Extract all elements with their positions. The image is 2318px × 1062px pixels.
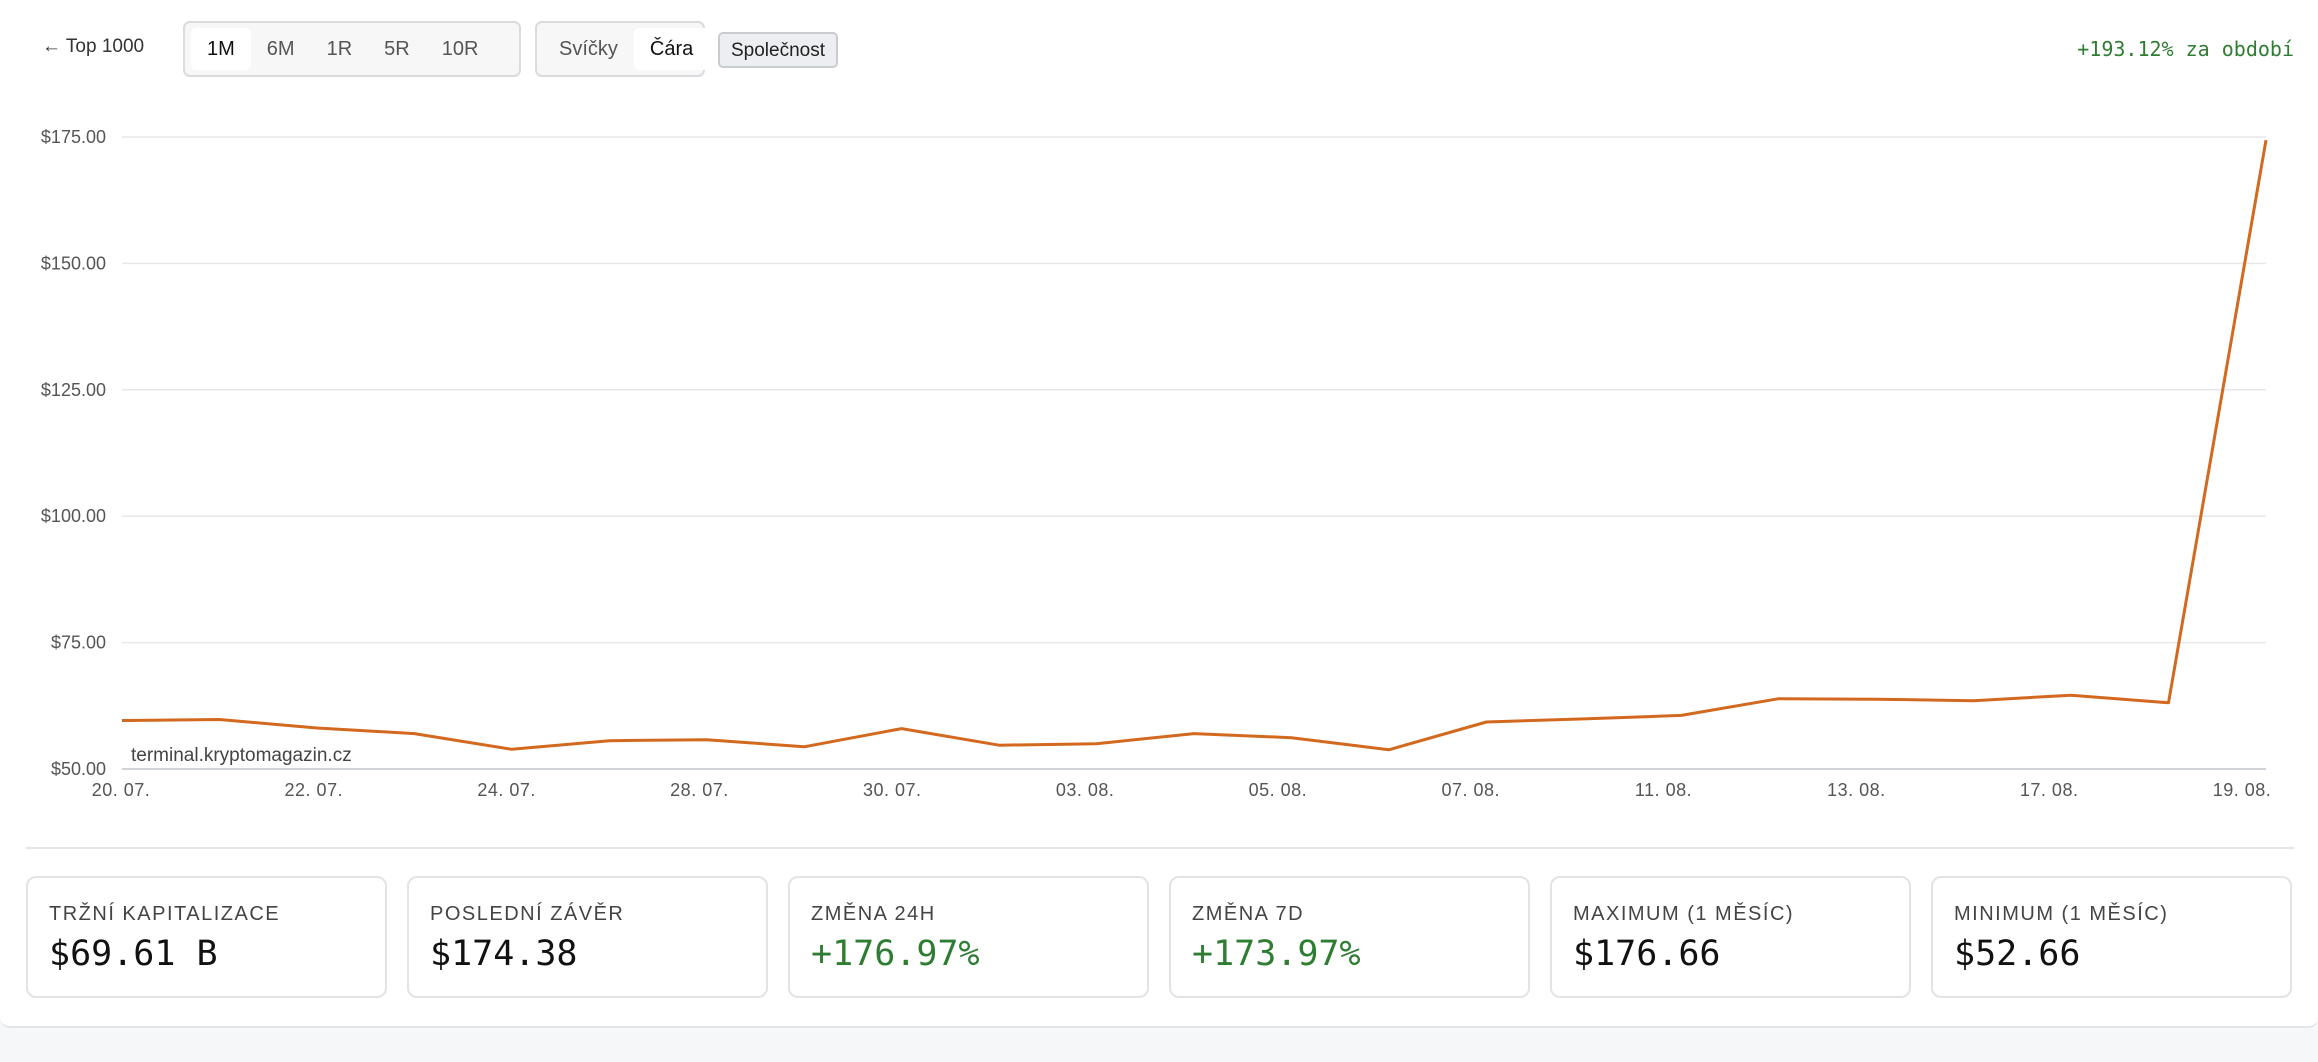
stat-card-change-7d: ZMĚNA 7D +173.97% xyxy=(1169,876,1530,998)
mode-button-line[interactable]: Čára xyxy=(633,28,710,70)
chart-mode-selector: Svíčky Čára xyxy=(535,21,710,77)
stat-value: +173.97% xyxy=(1192,934,1361,974)
x-tick-label: 22. 07. xyxy=(285,780,344,800)
period-button-5r[interactable]: 5R xyxy=(384,38,410,60)
stat-label: ZMĚNA 7D xyxy=(1192,903,1305,925)
x-tick-label: 05. 08. xyxy=(1249,780,1308,800)
x-tick-label: 24. 07. xyxy=(477,780,536,800)
stats-row: TRŽNÍ KAPITALIZACE $69.61 B POSLEDNÍ ZÁV… xyxy=(26,876,2294,998)
x-tick-label: 13. 08. xyxy=(1827,780,1886,800)
x-tick-label: 07. 08. xyxy=(1441,780,1500,800)
period-button-10r[interactable]: 10R xyxy=(441,38,479,60)
stat-card-change-24h: ZMĚNA 24H +176.97% xyxy=(788,876,1149,998)
stat-label: MINIMUM (1 MĚSÍC) xyxy=(1954,903,2169,925)
price-line-chart: $50.00 $75.00 $100.00 $125.00 $150.00 $175.00… xyxy=(41,127,2272,800)
company-button[interactable]: Společnost xyxy=(718,32,839,68)
x-tick-label: 11. 08. xyxy=(1635,780,1692,800)
x-axis: 20. 07. 22. 07. 24. 07. 28. 07. 30. 07. 03. 0… xyxy=(92,780,2272,800)
series-layer xyxy=(121,139,2268,752)
price-series-line xyxy=(121,139,2268,752)
chart-toolbar: ← Top 1000 1M 6M 1R 5R 10R Svíčky Čára S… xyxy=(0,0,2318,100)
stat-card-minimum: MINIMUM (1 MĚSÍC) $52.66 xyxy=(1931,876,2292,998)
stat-label: TRŽNÍ KAPITALIZACE xyxy=(49,903,281,925)
y-axis: $50.00 $75.00 $100.00 $125.00 $150.00 $175.00 xyxy=(41,127,106,779)
y-tick-label: $175.00 xyxy=(41,127,106,147)
period-selector: 1M 6M 1R 5R 10R xyxy=(183,21,521,77)
period-button-6m[interactable]: 6M xyxy=(266,38,295,60)
stat-value: +176.97% xyxy=(811,934,980,974)
stat-label: POSLEDNÍ ZÁVĚR xyxy=(430,903,625,925)
watermark-text: terminal.kryptomagazin.cz xyxy=(131,745,352,766)
stat-card-maximum: MAXIMUM (1 MĚSÍC) $176.66 xyxy=(1550,876,1911,998)
back-to-top-1000-link[interactable]: ← Top 1000 xyxy=(42,36,144,58)
x-tick-label: 30. 07. xyxy=(863,780,922,800)
section-divider xyxy=(26,847,2294,849)
x-tick-label: 17. 08. xyxy=(2020,780,2079,800)
x-tick-label: 28. 07. xyxy=(670,780,729,800)
back-link-label: ← Top 1000 xyxy=(42,36,145,57)
stat-card-market-cap: TRŽNÍ KAPITALIZACE $69.61 B xyxy=(26,876,387,998)
y-tick-label: $75.00 xyxy=(51,633,106,653)
y-tick-label: $125.00 xyxy=(41,380,106,400)
x-tick-label: 19. 08. xyxy=(2213,780,2272,800)
stat-value: $52.66 xyxy=(1954,934,2081,974)
x-tick-label: 03. 08. xyxy=(1056,780,1115,800)
y-tick-label: $50.00 xyxy=(51,759,106,779)
period-button-1r[interactable]: 1R xyxy=(326,38,353,60)
y-tick-label: $100.00 xyxy=(41,506,106,526)
mode-button-candles[interactable]: Svíčky xyxy=(559,38,618,60)
stat-value: $69.61 B xyxy=(49,934,218,974)
x-tick-label: 20. 07. xyxy=(92,780,151,800)
period-change-value: +193.12% za období xyxy=(2077,37,2294,61)
chart-panel: ← Top 1000 1M 6M 1R 5R 10R Svíčky Čára S… xyxy=(0,0,2318,1028)
period-button-1m[interactable]: 1M xyxy=(191,28,251,70)
y-tick-label: $150.00 xyxy=(41,253,106,273)
stat-value: $174.38 xyxy=(430,934,578,974)
stat-value: $176.66 xyxy=(1573,934,1721,974)
stat-label: ZMĚNA 24H xyxy=(811,903,936,925)
stat-card-last-close: POSLEDNÍ ZÁVĚR $174.38 xyxy=(407,876,768,998)
stat-label: MAXIMUM (1 MĚSÍC) xyxy=(1573,903,1795,925)
chart-grid xyxy=(122,136,2266,770)
